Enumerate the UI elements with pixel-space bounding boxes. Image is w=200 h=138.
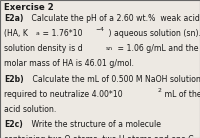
Text: required to neutralize 4.00*10: required to neutralize 4.00*10	[4, 90, 123, 99]
Text: Calculate the pH of a 2.60 wt.%  weak acid: Calculate the pH of a 2.60 wt.% weak aci…	[29, 14, 200, 23]
Text: Write the structure of a molecule: Write the structure of a molecule	[29, 120, 161, 129]
Text: acid solution.: acid solution.	[4, 105, 57, 114]
Text: molar mass of HA is 46.01 g/mol.: molar mass of HA is 46.01 g/mol.	[4, 59, 134, 68]
Text: a: a	[35, 31, 39, 36]
Text: ) aqueous solution (sn). The: ) aqueous solution (sn). The	[106, 29, 200, 38]
Text: containing two O atoms, two H atoms and one C: containing two O atoms, two H atoms and …	[4, 135, 194, 138]
Text: E2b): E2b)	[4, 75, 24, 84]
Text: mL of the above: mL of the above	[162, 90, 200, 99]
Text: E2a): E2a)	[4, 14, 24, 23]
Text: = 1.06 g/mL and the: = 1.06 g/mL and the	[115, 44, 199, 53]
Text: sn: sn	[106, 46, 113, 51]
Text: = 1.76*10: = 1.76*10	[40, 29, 83, 38]
Text: Calculate the mL of 0.500 M NaOH solution: Calculate the mL of 0.500 M NaOH solutio…	[30, 75, 200, 84]
Text: solution density is d: solution density is d	[4, 44, 83, 53]
Text: 2: 2	[157, 88, 161, 93]
Text: −4: −4	[95, 27, 104, 32]
Text: E2c): E2c)	[4, 120, 23, 129]
Text: (HA, K: (HA, K	[4, 29, 28, 38]
Text: Exercise 2: Exercise 2	[4, 3, 54, 12]
